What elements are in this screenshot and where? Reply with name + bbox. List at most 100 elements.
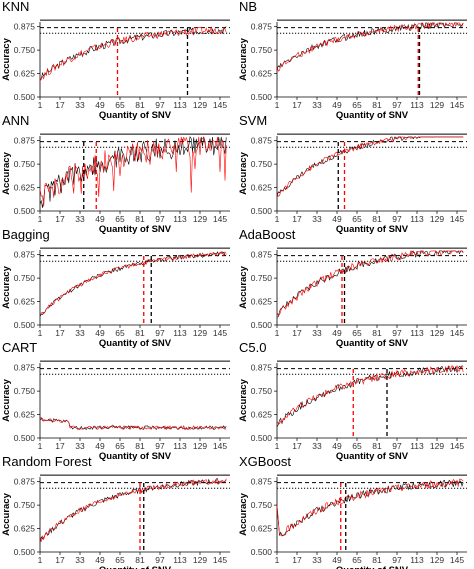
x-tick-label: 145 — [450, 100, 464, 110]
y-tick-label: 0.625 — [251, 69, 273, 79]
x-axis-label: Quantity of SNV — [336, 338, 409, 349]
x-tick-label: 49 — [332, 555, 342, 565]
panel-title: Bagging — [2, 226, 50, 242]
x-tick-label: 81 — [135, 328, 145, 338]
x-tick-label: 17 — [292, 100, 302, 110]
series-line — [276, 365, 464, 428]
x-tick-label: 113 — [173, 328, 187, 338]
y-tick-label: 0.625 — [251, 410, 273, 420]
x-tick-label: 65 — [115, 328, 125, 338]
x-tick-label: 33 — [75, 555, 85, 565]
x-tick-label: 1 — [275, 441, 280, 451]
y-tick-label: 0.875 — [251, 363, 273, 373]
x-tick-label: 97 — [392, 214, 402, 224]
y-tick-label: 0.625 — [14, 69, 36, 79]
x-tick-label: 97 — [392, 328, 402, 338]
x-tick-label: 33 — [312, 214, 322, 224]
y-tick-label: 0.875 — [14, 135, 36, 145]
x-tick-label: 65 — [115, 214, 125, 224]
x-tick-label: 33 — [312, 328, 322, 338]
series-line — [39, 135, 227, 208]
y-tick-label: 0.500 — [251, 92, 273, 102]
x-tick-label: 145 — [213, 555, 227, 565]
x-tick-label: 145 — [450, 328, 464, 338]
x-tick-label: 49 — [332, 214, 342, 224]
x-tick-label: 65 — [115, 100, 125, 110]
x-axis-label: Quantity of SNV — [99, 565, 172, 569]
panel-title: SVM — [239, 112, 268, 128]
series-line — [276, 21, 464, 71]
chart-panel: C5.0 0.500 0.625 0.750 0.875 1 17 33 49 65 81 97 113… — [237, 340, 474, 462]
x-tick-label: 97 — [155, 441, 165, 451]
x-axis-label: Quantity of SNV — [336, 451, 409, 462]
x-tick-label: 65 — [352, 214, 362, 224]
chart-panel: XGBoost 0.500 0.625 0.750 0.875 1 17 33 49 65 81 97… — [237, 454, 474, 569]
x-tick-label: 97 — [392, 555, 402, 565]
y-tick-label: 0.500 — [14, 547, 36, 557]
x-tick-label: 113 — [173, 441, 187, 451]
y-axis-label: Accuracy — [238, 493, 249, 536]
y-tick-label: 0.500 — [14, 433, 36, 443]
y-tick-label: 0.750 — [251, 159, 273, 169]
x-tick-label: 17 — [55, 214, 65, 224]
panel-title: KNN — [2, 0, 30, 14]
y-tick-label: 0.875 — [14, 22, 36, 32]
x-tick-label: 49 — [332, 328, 342, 338]
x-tick-label: 1 — [38, 214, 43, 224]
x-tick-label: 81 — [135, 100, 145, 110]
x-tick-label: 81 — [372, 214, 382, 224]
x-tick-label: 145 — [450, 214, 464, 224]
x-tick-label: 81 — [372, 100, 382, 110]
x-tick-label: 129 — [430, 100, 444, 110]
y-tick-label: 0.875 — [251, 477, 273, 487]
x-tick-label: 49 — [332, 100, 342, 110]
chart-panel: NB 0.500 0.625 0.750 0.875 1 17 33 49 65 81 97 113 12… — [237, 0, 474, 121]
x-tick-label: 33 — [75, 100, 85, 110]
panel-title: CART — [2, 340, 38, 356]
y-axis-label: Accuracy — [238, 37, 249, 80]
x-axis-label: Quantity of SNV — [336, 224, 409, 235]
y-tick-label: 0.625 — [14, 296, 36, 306]
x-tick-label: 129 — [430, 441, 444, 451]
x-tick-label: 1 — [38, 328, 43, 338]
x-tick-label: 145 — [213, 328, 227, 338]
series-line — [276, 249, 464, 316]
x-tick-label: 97 — [155, 555, 165, 565]
x-tick-label: 129 — [193, 328, 207, 338]
y-tick-label: 0.500 — [251, 433, 273, 443]
x-tick-label: 1 — [38, 441, 43, 451]
series-line — [39, 250, 227, 314]
chart-svg: 0.500 0.625 0.750 0.875 1 17 33 49 65 81 97 113 129 1… — [238, 360, 467, 462]
x-tick-label: 17 — [55, 441, 65, 451]
x-tick-label: 113 — [410, 100, 424, 110]
y-tick-label: 0.750 — [14, 500, 36, 510]
x-tick-label: 65 — [352, 100, 362, 110]
x-axis-label: Quantity of SNV — [336, 565, 409, 569]
chart-svg: 0.500 0.625 0.750 0.875 1 17 33 49 65 81 97 113 129 1… — [1, 247, 230, 349]
y-axis-label: Accuracy — [1, 37, 12, 80]
panel-title: Random Forest — [2, 454, 92, 470]
x-tick-label: 49 — [95, 555, 105, 565]
chart-svg: 0.500 0.625 0.750 0.875 1 17 33 49 65 81 97 113 129 1… — [1, 19, 230, 121]
x-tick-label: 17 — [292, 328, 302, 338]
y-tick-label: 0.750 — [14, 273, 36, 283]
y-tick-label: 0.750 — [14, 387, 36, 397]
x-tick-label: 33 — [75, 441, 85, 451]
chart-panel: SVM 0.500 0.625 0.750 0.875 1 17 33 49 65 81 97 113 1… — [237, 112, 474, 235]
y-tick-label: 0.875 — [14, 249, 36, 259]
series-line — [39, 417, 227, 431]
x-axis-label: Quantity of SNV — [99, 110, 172, 121]
y-tick-label: 0.625 — [251, 296, 273, 306]
x-tick-label: 33 — [312, 100, 322, 110]
y-tick-label: 0.500 — [14, 320, 36, 330]
x-tick-label: 1 — [275, 214, 280, 224]
x-tick-label: 49 — [95, 100, 105, 110]
x-tick-label: 65 — [352, 441, 362, 451]
x-tick-label: 129 — [193, 555, 207, 565]
x-axis-label: Quantity of SNV — [336, 110, 409, 121]
panel-title: NB — [239, 0, 258, 14]
y-tick-label: 0.625 — [251, 524, 273, 534]
x-tick-label: 113 — [173, 100, 187, 110]
y-tick-label: 0.500 — [251, 547, 273, 557]
y-tick-label: 0.750 — [14, 159, 36, 169]
